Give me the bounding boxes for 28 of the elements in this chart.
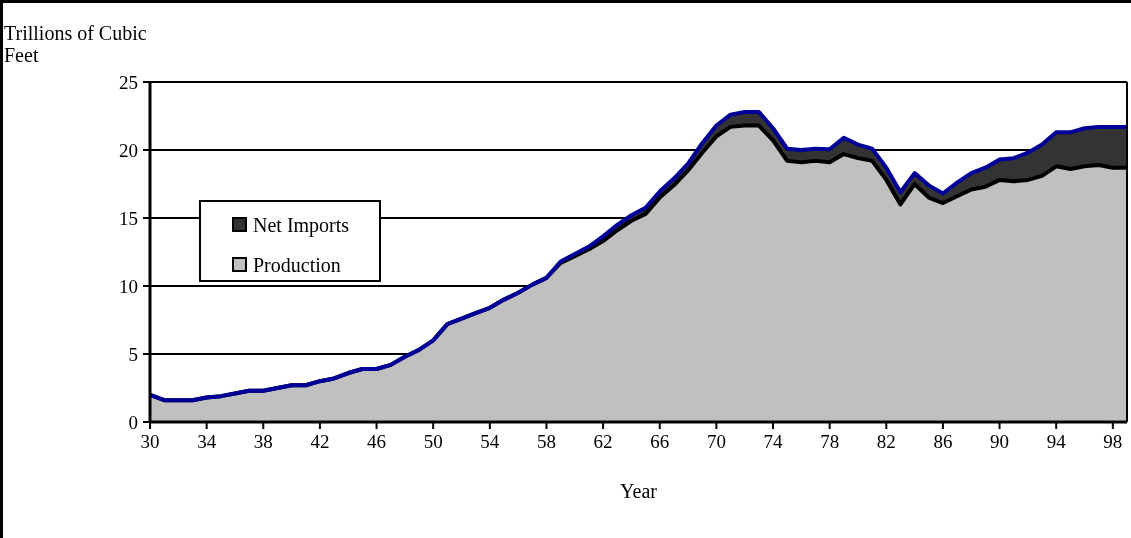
y-tick-label: 10 — [119, 275, 138, 297]
x-tick-label: 42 — [310, 431, 330, 452]
legend-label: Net Imports — [253, 214, 350, 237]
x-tick-label: 98 — [1103, 431, 1123, 452]
y-tick-label: 0 — [128, 411, 138, 433]
y-tick-label: 15 — [119, 207, 138, 229]
x-tick-label: 38 — [253, 431, 273, 452]
y-tick-label: 5 — [128, 343, 138, 365]
x-tick-label: 94 — [1046, 431, 1067, 452]
legend-label: Production — [253, 254, 341, 276]
y-tick-label: 25 — [119, 71, 138, 93]
x-tick-label: 74 — [763, 431, 784, 452]
x-tick-label: 70 — [706, 431, 726, 452]
x-tick-label: 62 — [593, 431, 613, 452]
x-tick-label: 50 — [423, 431, 443, 452]
x-tick-label: 30 — [140, 431, 160, 452]
x-tick-label: 90 — [990, 431, 1010, 452]
x-tick-label: 66 — [650, 431, 670, 452]
x-tick-label: 34 — [197, 431, 217, 452]
x-axis-title: Year — [620, 480, 658, 502]
x-tick-label: 46 — [367, 431, 387, 452]
y-axis-title: Trillions of Cubic Feet — [4, 22, 147, 66]
x-tick-label: 58 — [536, 431, 556, 452]
y-tick-label: 20 — [119, 139, 138, 161]
x-tick-label: 82 — [876, 431, 896, 452]
x-tick-label: 86 — [933, 431, 953, 452]
x-tick-label: 78 — [820, 431, 840, 452]
x-tick-label: 54 — [480, 431, 500, 452]
